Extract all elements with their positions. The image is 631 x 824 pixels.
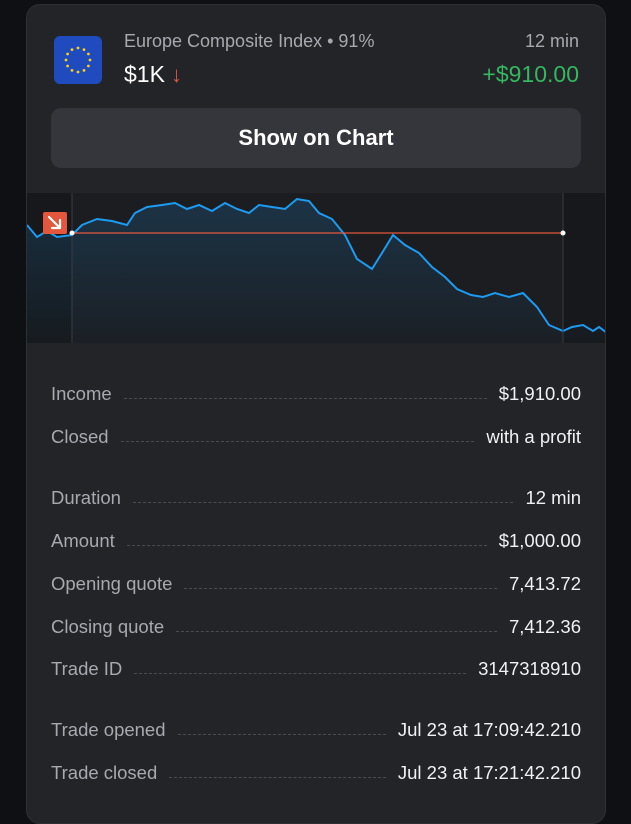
detail-value: 7,412.36 — [508, 616, 581, 637]
detail-row-closing-quote: Closing quote 7,412.36 — [51, 608, 581, 638]
detail-value: Jul 23 at 17:09:42.210 — [397, 719, 581, 740]
detail-row-income: Income $1,910.00 — [51, 375, 581, 405]
dotted-leader — [176, 631, 497, 632]
open-price-dot — [69, 230, 75, 236]
detail-row-trade-closed: Trade closed Jul 23 at 17:21:42.210 — [51, 754, 581, 784]
detail-value[interactable]: 3147318910 — [478, 658, 581, 679]
detail-value: with a profit — [486, 426, 581, 447]
trade-duration: 12 min — [524, 31, 579, 51]
detail-label: Duration — [51, 487, 121, 508]
eu-flag-icon — [54, 36, 102, 84]
price-area-fill — [27, 199, 605, 343]
price-chart[interactable] — [27, 193, 605, 343]
dotted-leader — [184, 588, 497, 589]
dotted-leader — [123, 398, 487, 399]
detail-value: $1,000.00 — [498, 530, 581, 551]
down-arrow-icon: ↓ — [170, 61, 182, 87]
dotted-leader — [134, 673, 467, 674]
detail-label: Trade closed — [51, 762, 158, 783]
dotted-leader — [126, 545, 487, 546]
trade-amount: $1K — [124, 61, 165, 87]
detail-row-trade-id: Trade ID 3147318910 — [51, 650, 581, 680]
close-price-dot — [560, 230, 566, 236]
detail-row-trade-opened: Trade opened Jul 23 at 17:09:42.210 — [51, 711, 581, 741]
detail-label: Closing quote — [51, 616, 165, 637]
detail-label: Trade opened — [51, 719, 166, 740]
detail-label: Amount — [51, 530, 115, 551]
detail-value: Jul 23 at 17:21:42.210 — [397, 762, 581, 783]
trade-profit: +$910.00 — [482, 61, 579, 87]
detail-label: Income — [51, 383, 112, 404]
dotted-leader — [132, 502, 514, 503]
detail-row-opening-quote: Opening quote 7,413.72 — [51, 565, 581, 595]
price-chart-svg — [27, 193, 605, 343]
detail-label: Trade ID — [51, 658, 123, 679]
detail-label: Closed — [51, 426, 109, 447]
detail-row-amount: Amount $1,000.00 — [51, 522, 581, 552]
down-right-arrow-icon — [43, 212, 67, 234]
detail-label: Opening quote — [51, 573, 173, 594]
asset-name: Europe Composite Index • 91% — [124, 31, 375, 51]
dotted-leader — [177, 734, 386, 735]
detail-value: $1,910.00 — [498, 383, 581, 404]
trade-amount-row: $1K ↓ — [124, 61, 182, 88]
chart-after-close-shade — [563, 193, 605, 343]
detail-row-duration: Duration 12 min — [51, 479, 581, 509]
dotted-leader — [169, 777, 386, 778]
trade-card: Europe Composite Index • 91% $1K ↓ 12 mi… — [26, 4, 606, 824]
detail-row-closed: Closed with a profit — [51, 418, 581, 448]
trade-header: Europe Composite Index • 91% $1K ↓ 12 mi… — [27, 5, 605, 105]
price-line — [27, 197, 605, 333]
show-on-chart-button[interactable]: Show on Chart — [51, 108, 581, 168]
detail-value: 12 min — [525, 487, 581, 508]
detail-value: 7,413.72 — [508, 573, 581, 594]
dotted-leader — [120, 441, 475, 442]
